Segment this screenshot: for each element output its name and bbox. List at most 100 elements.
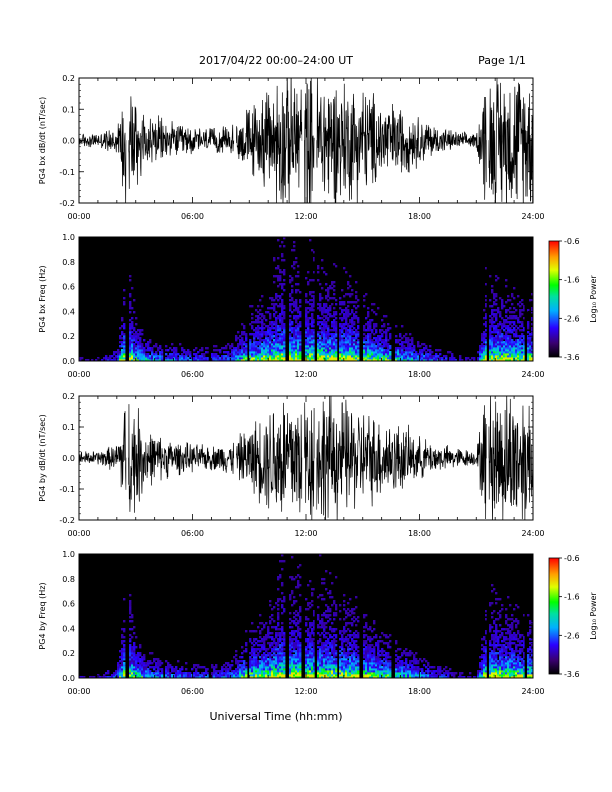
spectrogram-cell xyxy=(353,634,356,637)
spectrogram-cell xyxy=(263,664,266,667)
spectrogram-cell xyxy=(277,317,280,320)
spectrogram-cell xyxy=(333,614,336,617)
spectrogram-cell xyxy=(283,658,286,661)
spectrogram-cell xyxy=(123,289,126,292)
spectrogram-cell xyxy=(167,670,170,673)
spectrogram-cell xyxy=(371,351,374,354)
spectrogram-cell xyxy=(531,309,534,312)
spectrogram-cell xyxy=(141,349,144,352)
spectrogram-cell xyxy=(297,271,300,274)
spectrogram-cell xyxy=(345,652,348,655)
spectrogram-cell xyxy=(507,309,510,312)
spectrogram-cell xyxy=(341,345,344,348)
spectrogram-cell xyxy=(281,347,284,350)
spectrogram-cell xyxy=(103,676,106,679)
spectrogram-cell xyxy=(505,311,508,314)
spectrogram-cell xyxy=(421,353,424,356)
spectrogram-cell xyxy=(485,353,488,356)
spectrogram-cell xyxy=(273,646,276,649)
spectrogram-cell xyxy=(275,636,278,639)
spectrogram-cell xyxy=(265,658,268,661)
spectrogram-cell xyxy=(501,353,504,356)
spectrogram-cell xyxy=(143,357,146,360)
spectrogram-cell xyxy=(131,652,134,655)
spectrogram-cell xyxy=(515,343,518,346)
spectrogram-cell xyxy=(347,602,350,605)
spectrogram-cell xyxy=(369,359,372,362)
spectrogram-cell xyxy=(289,303,292,306)
spectrogram-cell xyxy=(347,293,350,296)
spectrogram-cell xyxy=(321,267,324,270)
spectrogram-cell xyxy=(521,329,524,332)
spectrogram-cell xyxy=(215,670,218,673)
spectrogram-cell xyxy=(139,345,142,348)
spectrogram-cell xyxy=(329,343,332,346)
spectrogram-cell xyxy=(367,674,370,677)
spectrogram-cell xyxy=(235,660,238,663)
spectrogram-cell xyxy=(201,357,204,360)
spectrogram-cell xyxy=(241,668,244,671)
spectrogram-cell xyxy=(293,596,296,599)
spectrogram-cell xyxy=(355,351,358,354)
spectrogram-cell xyxy=(371,650,374,653)
spectrogram-cell xyxy=(493,355,496,358)
spectrogram-cell xyxy=(193,672,196,675)
spectrogram-cell xyxy=(349,636,352,639)
spectrogram-cell xyxy=(251,343,254,346)
spectrogram-cell xyxy=(369,664,372,667)
spectrogram-cell xyxy=(367,311,370,314)
spectrogram-cell xyxy=(141,357,144,360)
spectrogram-cell xyxy=(279,245,282,248)
spectrogram-cell xyxy=(305,353,308,356)
spectrogram-cell xyxy=(519,325,522,328)
spectrogram-cell xyxy=(375,642,378,645)
spectrogram-cell xyxy=(339,345,342,348)
spectrogram-cell xyxy=(509,329,512,332)
spectrogram-cell xyxy=(255,672,258,675)
spectrogram-cell xyxy=(205,359,208,362)
spectrogram-cell xyxy=(327,349,330,352)
spectrogram-cell xyxy=(143,676,146,679)
spectrogram-cell xyxy=(277,267,280,270)
spectrogram-cell xyxy=(293,630,296,633)
spectrogram-cell xyxy=(327,319,330,322)
spectrogram-cell xyxy=(329,353,332,356)
spectrogram-cell xyxy=(151,672,154,675)
spectrogram-cell xyxy=(297,666,300,669)
spectrogram-cell xyxy=(343,650,346,653)
spectrogram-cell xyxy=(367,644,370,647)
spectrogram-cell xyxy=(355,349,358,352)
x-tick-label: 12:00 xyxy=(294,212,317,221)
spectrogram-cell xyxy=(237,672,240,675)
spectrogram-cell xyxy=(489,275,492,278)
spectrogram-cell xyxy=(341,289,344,292)
spectrogram-cell xyxy=(289,648,292,651)
spectrogram-cell xyxy=(269,335,272,338)
spectrogram-cell xyxy=(249,668,252,671)
spectrogram-cell xyxy=(491,309,494,312)
spectrogram-cell xyxy=(375,634,378,637)
spectrogram-cell xyxy=(375,662,378,665)
spectrogram-cell xyxy=(293,351,296,354)
spectrogram-cell xyxy=(371,343,374,346)
spectrogram-cell xyxy=(291,650,294,653)
spectrogram-cell xyxy=(257,357,260,360)
spectrogram-cell xyxy=(353,341,356,344)
spectrogram-cell xyxy=(333,676,336,679)
spectrogram-cell xyxy=(375,676,378,679)
spectrogram-cell xyxy=(263,658,266,661)
spectrogram-cell xyxy=(327,347,330,350)
spectrogram-cell xyxy=(129,664,132,667)
spectrogram-cell xyxy=(225,347,228,350)
spectrogram-cell xyxy=(165,668,168,671)
spectrogram-cell xyxy=(313,341,316,344)
spectrogram-cell xyxy=(343,632,346,635)
spectrogram-cell xyxy=(385,343,388,346)
spectrogram-cell xyxy=(131,636,134,639)
spectrogram-cell xyxy=(261,305,264,308)
spectrogram-cell xyxy=(313,672,316,675)
spectrogram-cell xyxy=(353,616,356,619)
spectrogram-cell xyxy=(325,337,328,340)
spectrogram-cell xyxy=(279,652,282,655)
